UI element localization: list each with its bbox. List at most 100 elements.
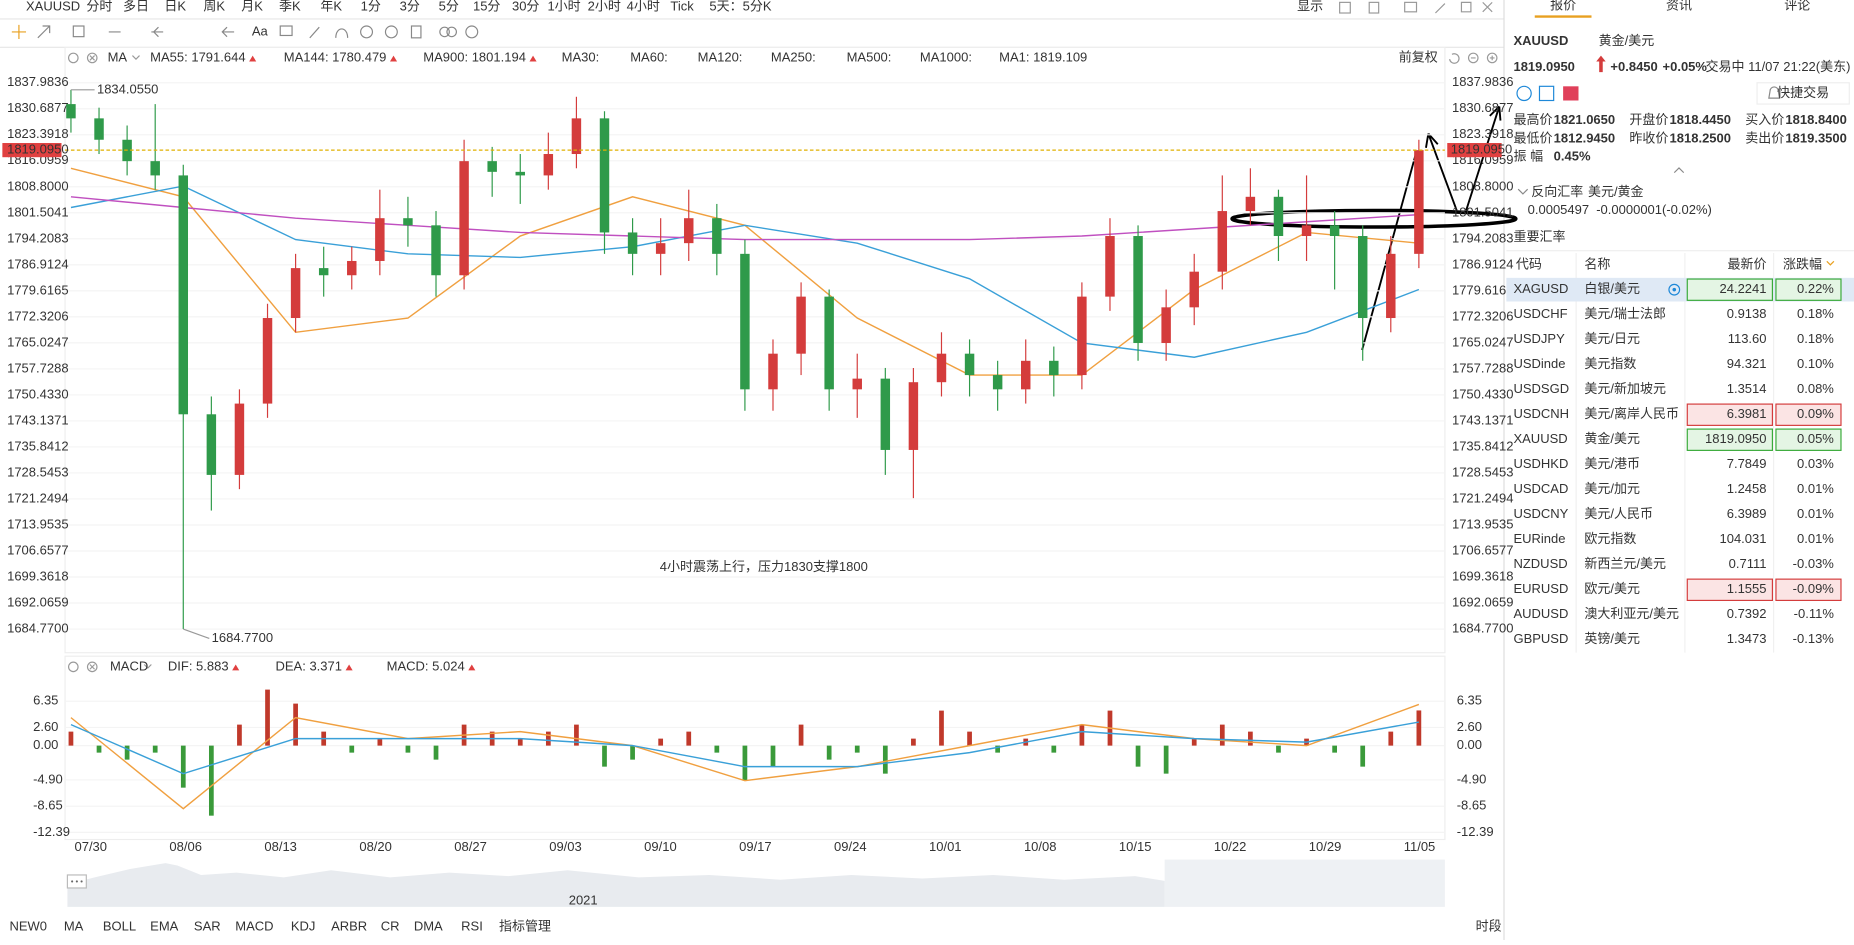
rate-name[interactable]: 澳大利亚元/美元	[1584, 606, 1679, 621]
rate-code[interactable]: EURUSD	[1513, 581, 1568, 596]
rate-code[interactable]: USDCNY	[1513, 506, 1568, 521]
text-tool[interactable]: Aa	[252, 23, 269, 38]
adjust-toggle[interactable]: 前复权	[1399, 49, 1438, 64]
rate-code[interactable]: EURinde	[1513, 531, 1565, 546]
period-tab[interactable]: 4小时	[627, 0, 660, 14]
y-tick-label: 2.60	[1457, 719, 1482, 734]
rate-code[interactable]: USDCAD	[1513, 481, 1568, 496]
panel-tab[interactable]: 资讯	[1666, 0, 1692, 12]
quote-icons[interactable]	[1516, 85, 1835, 266]
y-tick-label: 1706.6577	[1452, 542, 1513, 557]
indicator-tab[interactable]: MACD	[235, 918, 273, 933]
period-tab[interactable]: 分时	[86, 0, 112, 14]
rate-name[interactable]: 美元指数	[1584, 356, 1636, 371]
drawing-tools[interactable]	[11, 24, 479, 40]
rate-code[interactable]: USDCNH	[1513, 406, 1569, 421]
indicator-tab[interactable]: NEW0	[9, 918, 47, 933]
ma-line	[70, 196, 1419, 241]
period-tab[interactable]: 多日	[123, 0, 149, 14]
period-tab[interactable]: 5天：5分K	[709, 0, 771, 14]
macd-bar	[1051, 745, 1057, 753]
candle-body	[908, 382, 919, 450]
flash-box	[1686, 578, 1773, 602]
macd-bar	[293, 703, 298, 746]
rate-name[interactable]: 美元/瑞士法郎	[1584, 306, 1666, 321]
rate-name[interactable]: 新西兰元/美元	[1584, 556, 1666, 571]
rate-code[interactable]: USDJPY	[1513, 331, 1565, 346]
rate-last: 104.031	[1719, 531, 1766, 546]
rate-change: 0.03%	[1797, 456, 1834, 471]
y-tick-label: 0.00	[33, 737, 58, 752]
period-tab[interactable]: 年K	[320, 0, 342, 14]
indicator-tab[interactable]: ARBR	[331, 918, 367, 933]
indicator-tab[interactable]: CR	[381, 918, 400, 933]
period-tab[interactable]: 30分	[512, 0, 539, 14]
y-tick-label: -4.90	[33, 771, 63, 786]
period-tab[interactable]: 季K	[279, 0, 301, 14]
indicator-tab[interactable]: MA	[64, 918, 84, 933]
table-header[interactable]: 最新价	[1727, 256, 1766, 271]
rate-last: 113.60	[1728, 331, 1767, 346]
quick-trade[interactable]: 快捷交易	[1777, 85, 1829, 100]
rate-name[interactable]: 美元/新加坡元	[1584, 381, 1666, 396]
rate-name[interactable]: 美元/日元	[1584, 331, 1640, 346]
period-tab[interactable]: 2小时	[588, 0, 621, 14]
candle-body	[375, 218, 385, 261]
rate-name[interactable]: 欧元/美元	[1584, 581, 1640, 596]
indicator-manage[interactable]: 指标管理	[499, 918, 551, 933]
period-tab[interactable]: 周K	[203, 0, 225, 14]
stat-value: 1812.9450	[1554, 130, 1615, 145]
y-tick-label: 1699.3618	[1452, 568, 1513, 583]
period-tab[interactable]: 1小时	[547, 0, 580, 14]
macd-bar	[180, 745, 186, 788]
rate-code[interactable]: GBPUSD	[1513, 631, 1568, 646]
table-header[interactable]: 名称	[1584, 256, 1610, 271]
indicator-tab[interactable]: EMA	[150, 918, 179, 933]
y-tick-label: 1786.9124	[1452, 256, 1513, 271]
rate-code[interactable]: XAGUSD	[1513, 281, 1568, 296]
rate-name[interactable]: 美元/加元	[1584, 481, 1640, 496]
flash-box	[1775, 403, 1842, 426]
rate-code[interactable]: USDinde	[1513, 356, 1565, 371]
indicator-tab[interactable]: BOLL	[103, 918, 136, 933]
table-header[interactable]: 涨跌幅	[1783, 256, 1822, 271]
rate-last: 24.2241	[1719, 281, 1766, 296]
indicator-tab[interactable]: RSI	[461, 918, 483, 933]
rate-name[interactable]: 白银/美元	[1584, 281, 1640, 296]
period-tab[interactable]: 1分	[361, 0, 381, 14]
display-menu[interactable]: 显示	[1297, 0, 1323, 14]
rate-name[interactable]: 美元/人民币	[1584, 506, 1653, 521]
rate-name[interactable]: 欧元指数	[1584, 531, 1636, 546]
period-tab[interactable]: 3分	[400, 0, 420, 14]
navigator-window[interactable]	[1164, 859, 1445, 907]
rate-name[interactable]: 英镑/美元	[1584, 631, 1640, 646]
rate-name[interactable]: 黄金/美元	[1584, 431, 1640, 446]
y-tick-label: 1786.9124	[7, 256, 68, 271]
y-tick-label: 1823.3918	[1452, 126, 1513, 141]
period-tab[interactable]: 5分	[439, 0, 459, 14]
rate-code[interactable]: NZDUSD	[1513, 556, 1567, 571]
table-header[interactable]: 代码	[1516, 256, 1542, 271]
rate-code[interactable]: AUDUSD	[1513, 606, 1568, 621]
quick-trade-button[interactable]	[1756, 82, 1850, 105]
symbol-tab[interactable]: XAUUSD	[26, 0, 80, 14]
chart-icons[interactable]	[67, 1, 1498, 673]
session-toggle[interactable]: 时段	[1476, 918, 1502, 933]
rate-name[interactable]: 美元/离岸人民币	[1584, 406, 1679, 421]
indicator-tab[interactable]: SAR	[194, 918, 221, 933]
indicator-tab[interactable]: DMA	[414, 918, 443, 933]
period-tab[interactable]: 15分	[473, 0, 500, 14]
panel-tab[interactable]: 评论	[1784, 0, 1810, 12]
period-tab[interactable]: 日K	[164, 0, 186, 14]
panel-tab[interactable]: 报价	[1550, 0, 1576, 12]
rate-code[interactable]: USDCHF	[1513, 306, 1567, 321]
rate-code[interactable]: USDHKD	[1513, 456, 1568, 471]
ma-legend-inactive: MA60:	[630, 49, 668, 64]
rate-name[interactable]: 美元/港币	[1584, 456, 1640, 471]
macd-bar	[1332, 745, 1337, 753]
rate-code[interactable]: XAUUSD	[1513, 431, 1567, 446]
rate-code[interactable]: USDSGD	[1513, 381, 1569, 396]
period-tab[interactable]: Tick	[670, 0, 694, 14]
indicator-tab[interactable]: KDJ	[291, 918, 316, 933]
period-tab[interactable]: 月K	[241, 0, 263, 14]
